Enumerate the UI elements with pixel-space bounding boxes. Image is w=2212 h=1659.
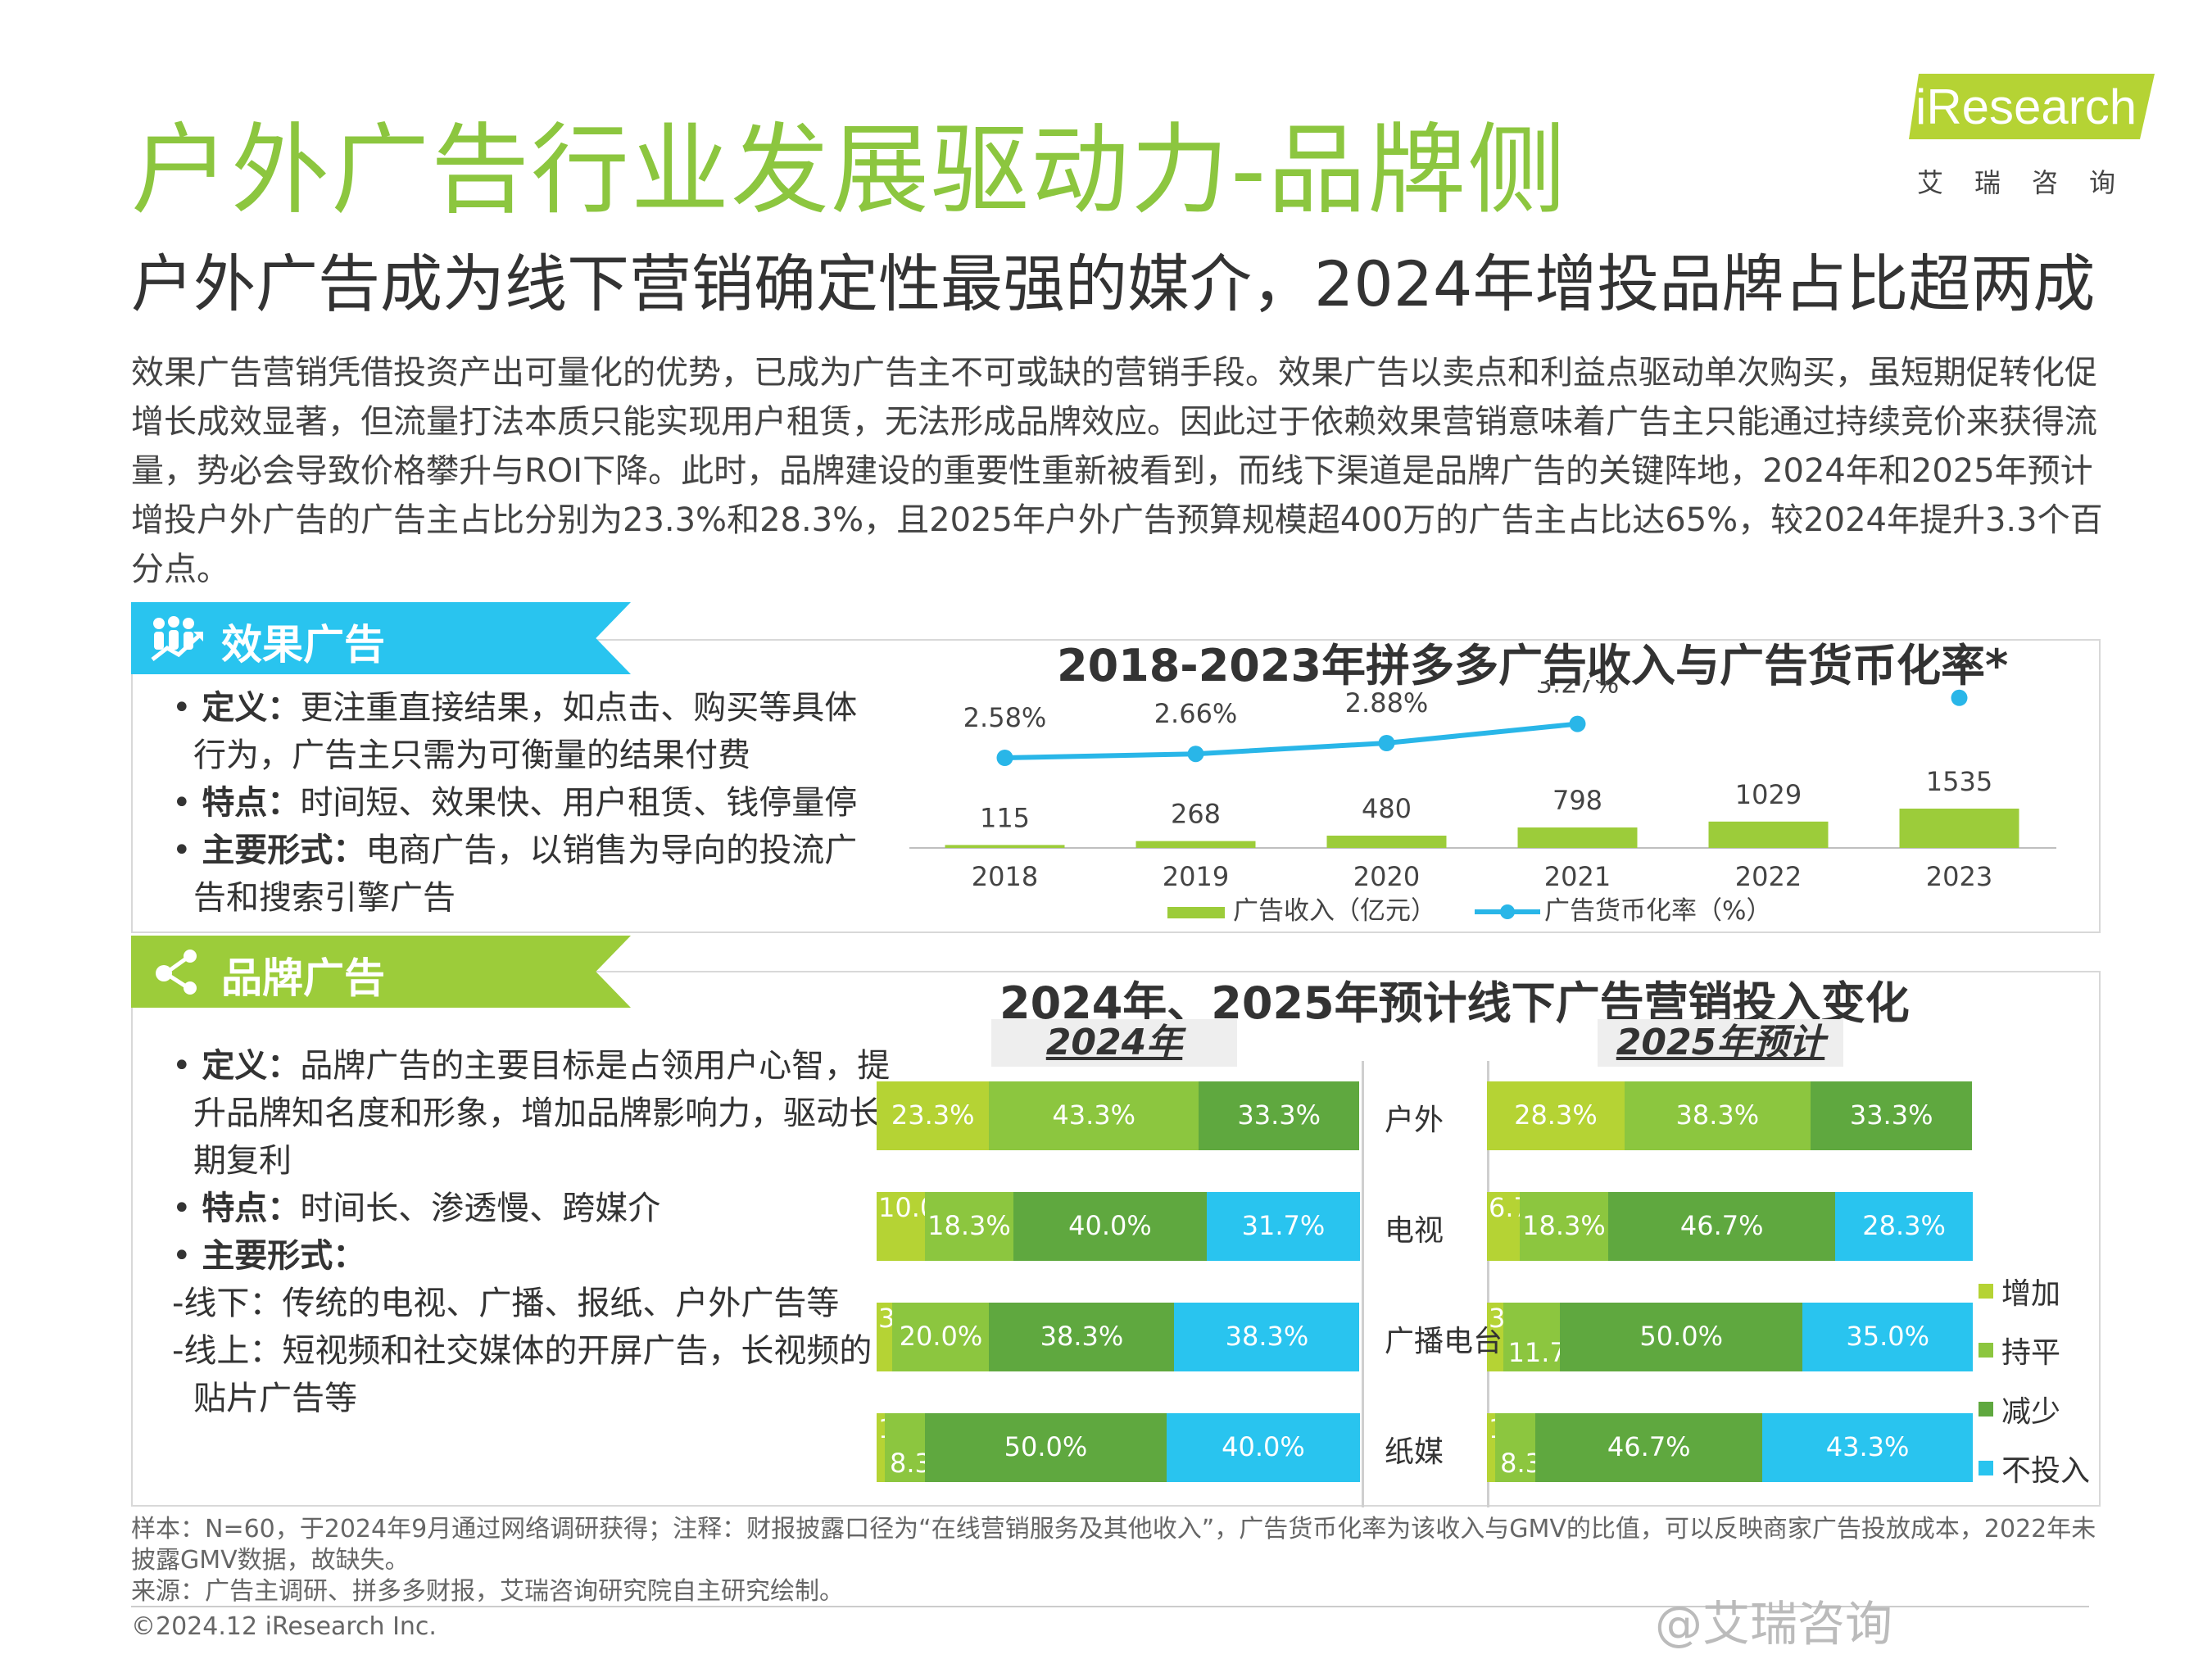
panel-2024-label: 2024年 — [991, 1019, 1237, 1067]
effect-section-box — [131, 639, 2101, 933]
intro-paragraph: 效果广告营销凭借投资产出可量化的优势，已成为广告主不可或缺的营销手段。效果广告以… — [131, 354, 2103, 588]
chart1-legend-bar-label: 广告收入（亿元） — [1233, 896, 1436, 926]
effect-banner: 效果广告 — [131, 602, 631, 674]
brand-def-line2: 升品牌知名度和形象，增加品牌影响力，驱动长 — [193, 1095, 882, 1132]
chart1-bar-label: 480 — [1362, 793, 1412, 824]
logo-cn: 艾瑞咨询 — [1917, 167, 2147, 198]
panel-2025-label: 2025年预计 — [1598, 1019, 1843, 1067]
chart2-legend-label: 不投入 — [2001, 1454, 2091, 1488]
chart1-x-tick: 2023 — [1926, 861, 1992, 892]
chart1-title: 2018-2023年拼多多广告收入与广告货币化率* — [1057, 640, 2009, 691]
brand-banner: 品牌广告 — [131, 936, 631, 1008]
brand-section-box — [131, 971, 2101, 1507]
logo-band — [1909, 74, 2155, 139]
chart2-legend-item: 持平 — [1979, 1329, 2090, 1371]
chart1-bar-label: 268 — [1171, 799, 1221, 830]
chart1-bar — [1708, 821, 1829, 848]
chart2-legend-label: 持平 — [2001, 1336, 2061, 1370]
page-subtitle: 户外广告成为线下营销确定性最强的媒介，2024年增投品牌占比超两成 — [131, 247, 2096, 320]
chart2-legend-item: 增加 — [1979, 1270, 2090, 1312]
footer-rule — [131, 1606, 2089, 1607]
panel-right-divider — [1487, 1061, 1489, 1507]
chart1-x-tick: 2018 — [972, 861, 1038, 892]
brand-offline: -线下：传统的电视、广播、报纸、户外广告等 — [172, 1285, 840, 1322]
share-nodes-icon — [156, 950, 197, 995]
chart1-rate-point — [996, 750, 1013, 766]
copyright: ©2024.12 iResearch Inc. — [131, 1612, 437, 1641]
brand-online-line1: -线上：短视频和社交媒体的开屏广告，长视频的 — [172, 1332, 873, 1370]
chart1-bar — [945, 845, 1065, 848]
chart1-x-tick: 2019 — [1163, 861, 1229, 892]
chart1-bar-label: 798 — [1552, 785, 1602, 816]
chart1-rate-point — [1187, 746, 1204, 763]
footnote: 样本：N=60，于2024年9月通过网络调研获得；注释：财报披露口径为“在线营销… — [131, 1514, 2114, 1607]
chart1-rate-point — [1951, 689, 1968, 706]
effect-feat-val: 时间短、效果快、用户租赁、钱停量停 — [300, 784, 858, 822]
effect-def-key: 定义： — [202, 689, 301, 727]
chart1-bar — [1135, 841, 1256, 848]
brand-def-line3: 期复利 — [193, 1142, 292, 1180]
chart1-rate-label: 2.66% — [1154, 698, 1238, 729]
chart1-bar — [1326, 835, 1447, 848]
brand-form-key: 主要形式： — [202, 1237, 366, 1275]
brand-feat-val: 时间长、渗透慢、跨媒介 — [300, 1190, 661, 1227]
footnote-source: 来源：广告主调研、拼多多财报，艾瑞咨询研究院自主研究绘制。 — [131, 1577, 844, 1606]
effect-def-line2: 行为，广告主只需为可衡量的结果付费 — [193, 737, 750, 774]
footnote-note: 样本：N=60，于2024年9月通过网络调研获得；注释：财报披露口径为“在线营销… — [131, 1515, 2096, 1575]
brand-bullets: • 定义：品牌广告的主要目标是占领用户心智，提 升品牌知名度和形象，增加品牌影响… — [172, 1042, 890, 1422]
brand-feat-key: 特点： — [202, 1190, 301, 1227]
chart1-x-tick: 2020 — [1353, 861, 1420, 892]
chart1-rate-label: 2.88% — [1345, 687, 1429, 718]
effect-form-line2: 告和搜索引擎广告 — [193, 879, 456, 917]
chart1-bar — [1899, 809, 2019, 848]
brand-def-key: 定义： — [202, 1047, 301, 1085]
people-growth-icon — [151, 616, 203, 661]
chart1-rate-label: 3.27% — [1536, 680, 1620, 700]
chart1-bar — [1517, 827, 1638, 848]
effect-feat-key: 特点： — [202, 784, 301, 822]
logo-brand: iResearch — [1915, 79, 2137, 134]
chart1-legend-bar-swatch — [1167, 907, 1225, 918]
chart1-rate-point — [1378, 735, 1395, 751]
chart2-legend-item: 减少 — [1979, 1388, 2090, 1430]
effect-bullets: • 定义：更注重直接结果，如点击、购买等具体 行为，广告主只需为可衡量的结果付费… — [172, 684, 857, 922]
panel-left-divider — [1362, 1061, 1364, 1507]
effect-def-line1: 更注重直接结果，如点击、购买等具体 — [300, 689, 858, 727]
chart1-bar-label: 115 — [980, 802, 1030, 833]
iresearch-logo: iResearch 艾瑞咨询 — [1909, 74, 2171, 205]
chart2-legend-swatch — [1979, 1461, 1993, 1475]
chart1-legend-line-label: 广告货币化率（%） — [1544, 896, 1771, 926]
chart1-svg: 115 2018 2.58% 268 2019 2.66% 480 2020 2.88% 798 2… — [909, 680, 2056, 926]
chart1-x-tick: 2021 — [1544, 861, 1611, 892]
chart1-rate-point — [1569, 715, 1586, 732]
effect-form-line1: 电商广告，以销售为导向的投流广 — [365, 832, 858, 869]
chart2-legend-label: 增加 — [2001, 1277, 2061, 1311]
page-title: 户外广告行业发展驱动力-品牌侧 — [131, 114, 1568, 228]
chart1-rate-label: 2.58% — [963, 702, 1047, 733]
brand-online-line2: 贴片广告等 — [193, 1380, 357, 1417]
chart1-bar-label: 1535 — [1926, 766, 1992, 797]
chart2-legend-item: 不投入 — [1979, 1447, 2090, 1489]
chart1-bar-label: 1029 — [1735, 779, 1802, 810]
chart2-legend-swatch — [1979, 1284, 1993, 1299]
chart2-legend-swatch — [1979, 1343, 1993, 1358]
effect-form-key: 主要形式： — [202, 832, 366, 869]
effect-banner-label: 效果广告 — [221, 621, 385, 669]
watermark: @艾瑞咨询 — [1655, 1596, 1893, 1652]
brand-banner-label: 品牌广告 — [221, 954, 385, 1002]
brand-def-line1: 品牌广告的主要目标是占领用户心智，提 — [300, 1047, 891, 1085]
chart1-rate-line — [1004, 721, 1578, 760]
chart2-legend: 增加 持平 减少 不投入 — [1979, 1270, 2090, 1506]
chart1-legend-line-dot — [1500, 904, 1515, 919]
chart1-x-tick: 2022 — [1735, 861, 1802, 892]
chart2-legend-swatch — [1979, 1402, 1993, 1416]
chart2-legend-label: 减少 — [2001, 1395, 2061, 1429]
